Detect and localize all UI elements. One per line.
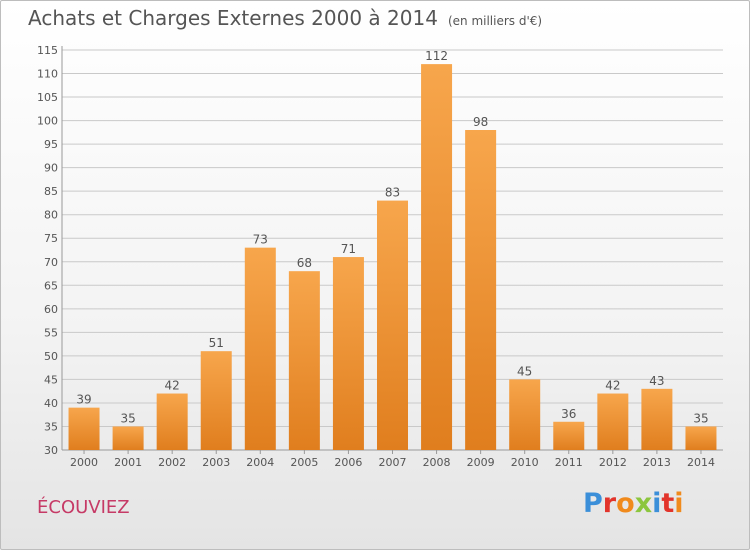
x-tick-label: 2000 xyxy=(70,456,98,469)
x-tick-label: 2009 xyxy=(467,456,495,469)
bar xyxy=(288,271,320,450)
x-tick-label: 2006 xyxy=(334,456,362,469)
x-tick-label: 2007 xyxy=(379,456,407,469)
x-tick-label: 2014 xyxy=(687,456,715,469)
bar-layer xyxy=(68,64,717,450)
x-tick-label: 2005 xyxy=(290,456,318,469)
bar-value-label: 36 xyxy=(561,407,576,421)
bar xyxy=(68,407,100,450)
bar-value-label: 42 xyxy=(165,379,180,393)
logo-letter: t xyxy=(661,488,675,519)
bar xyxy=(377,200,408,450)
chart-subtitle: (en milliers d'€) xyxy=(447,14,543,28)
bar-value-label: 98 xyxy=(473,115,488,129)
y-tick-label: 110 xyxy=(37,68,58,81)
y-tick-label: 95 xyxy=(44,138,58,151)
bar xyxy=(332,257,364,450)
y-tick-label: 100 xyxy=(37,115,58,128)
y-tick-label: 65 xyxy=(44,279,58,292)
bar-value-label: 73 xyxy=(253,233,268,247)
y-tick-label: 30 xyxy=(44,444,58,457)
y-tick-label: 55 xyxy=(44,326,58,339)
x-tick-label: 2008 xyxy=(423,456,451,469)
chart-title: Achats et Charges Externes 2000 à 2014 (e… xyxy=(28,6,542,30)
bar xyxy=(156,393,188,450)
bar-value-label: 68 xyxy=(297,256,312,270)
x-tick-label: 2004 xyxy=(246,456,274,469)
y-tick-label: 60 xyxy=(44,303,58,316)
bar-value-label: 42 xyxy=(605,379,620,393)
label-layer: 30 35 40 45 50 55 60 65 70 75 80 85 90 95 100 105 110 115… xyxy=(37,44,715,469)
bar-value-label: 71 xyxy=(341,242,356,256)
commune-name: ÉCOUVIEZ xyxy=(37,497,130,518)
bar-value-label: 112 xyxy=(425,49,448,63)
y-tick-label: 45 xyxy=(44,373,58,386)
bar xyxy=(244,247,276,450)
x-tick-label: 2011 xyxy=(555,456,583,469)
bar-value-label: 35 xyxy=(120,411,135,425)
y-tick-label: 85 xyxy=(44,185,58,198)
bar xyxy=(200,351,232,450)
x-tick-label: 2002 xyxy=(158,456,186,469)
bar-value-label: 45 xyxy=(517,364,532,378)
x-tick-label: 2013 xyxy=(643,456,671,469)
y-tick-label: 115 xyxy=(37,44,58,57)
y-tick-label: 90 xyxy=(44,162,58,175)
bar xyxy=(112,426,144,450)
bar xyxy=(509,379,541,450)
bar xyxy=(685,426,717,450)
y-tick-label: 40 xyxy=(44,397,58,410)
bar-value-label: 39 xyxy=(76,393,91,407)
logo-letter: r xyxy=(602,488,617,519)
proxiti-logo: Proxiti xyxy=(583,488,684,519)
logo-letter: o xyxy=(616,488,635,519)
x-tick-label: 2003 xyxy=(202,456,230,469)
y-tick-label: 80 xyxy=(44,209,58,222)
bar xyxy=(641,388,673,450)
bar xyxy=(421,64,453,450)
x-tick-label: 2010 xyxy=(511,456,539,469)
y-tick-label: 75 xyxy=(44,232,58,245)
logo-letter: x xyxy=(634,488,653,519)
y-tick-label: 35 xyxy=(44,420,58,433)
bar-value-label: 51 xyxy=(209,336,224,350)
logo-letter: i xyxy=(674,488,684,519)
bar-value-label: 35 xyxy=(693,411,708,425)
x-tick-label: 2012 xyxy=(599,456,627,469)
x-tick-label: 2001 xyxy=(114,456,142,469)
bar-value-label: 83 xyxy=(385,186,400,200)
bar-value-label: 43 xyxy=(649,374,664,388)
bar xyxy=(597,393,629,450)
chart-title-text: Achats et Charges Externes 2000 à 2014 xyxy=(28,6,438,30)
y-tick-label: 70 xyxy=(44,256,58,269)
y-tick-label: 50 xyxy=(44,350,58,363)
logo-letter: P xyxy=(583,488,603,519)
bar xyxy=(465,130,497,450)
y-tick-label: 105 xyxy=(37,91,58,104)
bar xyxy=(553,421,585,450)
logo-letter: i xyxy=(652,488,662,519)
